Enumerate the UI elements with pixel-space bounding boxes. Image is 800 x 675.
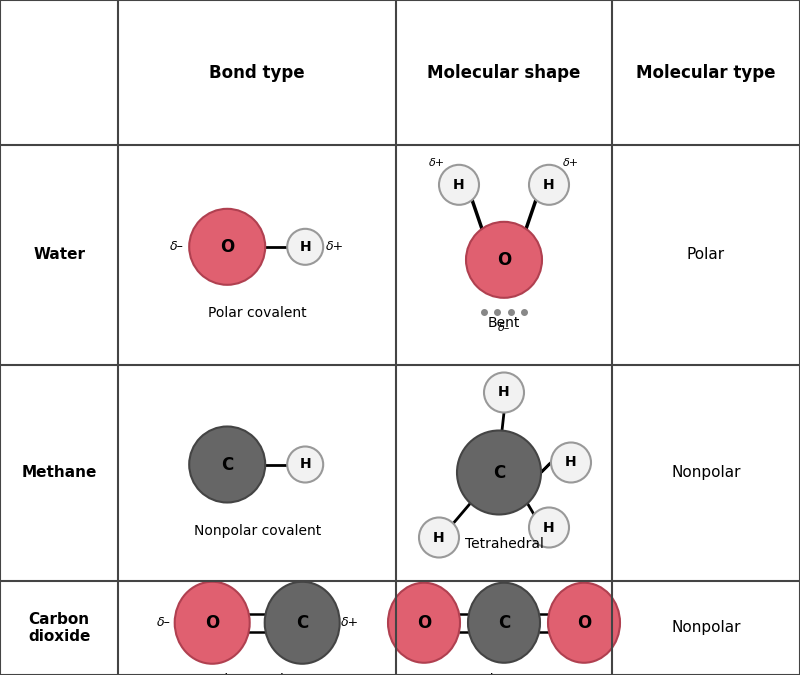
Text: C: C xyxy=(493,464,505,481)
Text: Molecular type: Molecular type xyxy=(636,63,776,82)
Ellipse shape xyxy=(265,582,340,664)
Circle shape xyxy=(419,518,459,558)
Circle shape xyxy=(484,373,524,412)
Circle shape xyxy=(439,165,479,205)
Text: O: O xyxy=(577,614,591,632)
Text: δ+: δ+ xyxy=(326,240,344,253)
Text: C: C xyxy=(498,614,510,632)
Text: O: O xyxy=(497,251,511,269)
Text: δ+: δ+ xyxy=(341,616,359,629)
Text: Linear: Linear xyxy=(482,673,526,675)
Circle shape xyxy=(287,446,323,483)
Circle shape xyxy=(529,508,569,547)
Text: O: O xyxy=(417,614,431,632)
Text: C: C xyxy=(221,456,234,473)
Text: H: H xyxy=(543,178,555,192)
Circle shape xyxy=(529,165,569,205)
Text: Nonpolar: Nonpolar xyxy=(671,465,741,480)
Text: Molecular shape: Molecular shape xyxy=(427,63,581,82)
Circle shape xyxy=(287,229,323,265)
Text: Polar covalent: Polar covalent xyxy=(208,306,306,320)
Circle shape xyxy=(457,431,541,514)
Text: δ–: δ– xyxy=(158,616,171,629)
Circle shape xyxy=(551,443,591,483)
Text: δ–: δ– xyxy=(170,240,184,253)
Text: H: H xyxy=(498,385,510,400)
Ellipse shape xyxy=(388,583,460,663)
Ellipse shape xyxy=(174,582,250,664)
Text: H: H xyxy=(543,520,555,535)
Text: Carbon
dioxide: Carbon dioxide xyxy=(28,612,90,644)
Text: Nonpolar: Nonpolar xyxy=(671,620,741,635)
Ellipse shape xyxy=(548,583,620,663)
Text: Bent: Bent xyxy=(488,316,520,330)
Text: Nonpolar covalent: Nonpolar covalent xyxy=(194,524,321,537)
Text: H: H xyxy=(299,240,311,254)
Circle shape xyxy=(466,222,542,298)
Text: O: O xyxy=(220,238,234,256)
Text: H: H xyxy=(299,458,311,472)
Text: Tetrahedral: Tetrahedral xyxy=(465,537,543,551)
Text: Water: Water xyxy=(33,247,85,263)
Text: C: C xyxy=(296,614,308,632)
Text: H: H xyxy=(433,531,445,545)
Text: H: H xyxy=(453,178,465,192)
Text: Polar covalent: Polar covalent xyxy=(208,673,306,675)
Text: δ+: δ+ xyxy=(563,158,579,168)
Text: δ–: δ– xyxy=(498,323,510,333)
Text: O: O xyxy=(205,614,219,632)
Circle shape xyxy=(189,209,266,285)
Text: Polar: Polar xyxy=(687,247,725,263)
Circle shape xyxy=(189,427,266,502)
Text: Bond type: Bond type xyxy=(210,63,305,82)
Text: δ+: δ+ xyxy=(429,158,445,168)
Text: H: H xyxy=(565,456,577,470)
Ellipse shape xyxy=(468,583,540,663)
Text: Methane: Methane xyxy=(22,465,97,480)
